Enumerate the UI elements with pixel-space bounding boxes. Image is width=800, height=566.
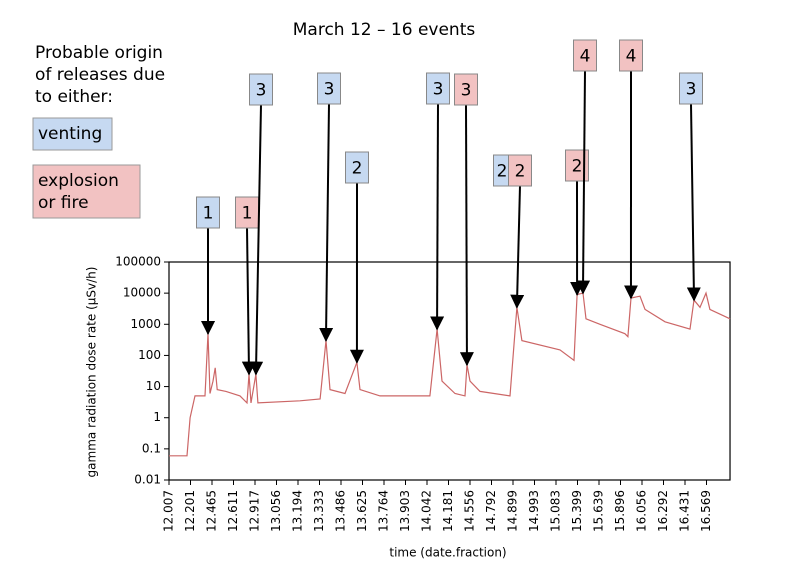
- x-tick-label: 13.194: [291, 490, 305, 532]
- x-tick-label: 16.292: [656, 490, 670, 532]
- x-tick-label: 13.764: [377, 490, 391, 532]
- y-axis-label: gamma radiation dose rate (µSv/h): [85, 267, 99, 478]
- annotation-arrow: [459, 104, 474, 367]
- annotation-label: 2: [515, 162, 526, 182]
- y-tick-label: 1: [153, 410, 161, 424]
- y-tick-label: 10000: [123, 286, 161, 300]
- annotation-arrow: [319, 103, 334, 342]
- annotation-box: [249, 73, 273, 106]
- legend-label: explosion: [38, 171, 119, 191]
- x-tick-label: 15.896: [613, 490, 627, 532]
- chart-title: March 12 – 16 events: [293, 20, 476, 40]
- annotation-label: 3: [461, 81, 472, 101]
- annotation-arrow: [241, 227, 256, 376]
- annotation-label: 2: [497, 162, 508, 182]
- x-tick-label: 14.556: [463, 490, 477, 532]
- annotation-arrow: [249, 104, 264, 376]
- x-tick-label: 15.083: [549, 490, 563, 532]
- x-tick-label: 14.181: [441, 490, 455, 532]
- annotation-label: 1: [242, 204, 253, 224]
- x-tick-label: 12.917: [248, 490, 262, 532]
- annotation-box: [573, 39, 597, 72]
- x-tick-label: 12.007: [162, 490, 176, 532]
- x-tick-label: 13.333: [312, 490, 326, 532]
- legend-label: or fire: [38, 193, 89, 213]
- x-tick-label: 12.465: [205, 490, 219, 532]
- annotation-box: [619, 39, 643, 72]
- x-tick-label: 13.903: [398, 490, 412, 532]
- x-tick-label: 14.993: [527, 490, 541, 532]
- annotation-box: [317, 72, 341, 105]
- y-tick-label: 1000: [130, 317, 161, 331]
- annotation-arrow: [576, 70, 591, 295]
- annotation-box: [454, 73, 478, 106]
- x-tick-label: 12.201: [183, 490, 197, 532]
- x-tick-label: 13.486: [334, 490, 348, 532]
- x-tick-label: 14.899: [506, 490, 520, 532]
- legend-title: of releases due: [35, 65, 165, 85]
- legend-swatch: [32, 117, 113, 151]
- legend-title: Probable origin: [35, 43, 163, 63]
- annotation-box: [426, 72, 450, 105]
- annotation-label: 3: [686, 80, 697, 100]
- legend-label: venting: [38, 124, 102, 144]
- x-tick-label: 15.399: [570, 490, 584, 532]
- plot-frame: [168, 261, 731, 481]
- annotation-box: [196, 196, 220, 229]
- annotation-label: 2: [572, 157, 583, 177]
- annotation-arrow: [686, 103, 701, 302]
- x-tick-label: 12.611: [226, 490, 240, 532]
- annotation-label: 3: [256, 81, 267, 101]
- y-tick-label: 10: [146, 379, 161, 393]
- x-axis-label: time (date.fraction): [389, 546, 506, 560]
- y-tick-label: 0.1: [142, 441, 161, 455]
- annotation-label: 3: [433, 80, 444, 100]
- y-tick-label: 100: [138, 348, 161, 362]
- x-tick-label: 14.042: [420, 490, 434, 532]
- annotation-arrow: [510, 185, 525, 309]
- y-tick-label: 0.01: [134, 473, 161, 487]
- x-tick-label: 16.569: [699, 490, 713, 532]
- annotation-label: 3: [324, 80, 335, 100]
- legend-title: to either:: [35, 87, 113, 107]
- x-tick-label: 13.625: [355, 490, 369, 532]
- annotation-label: 4: [580, 47, 591, 67]
- annotation-box: [679, 72, 703, 105]
- x-tick-label: 16.431: [678, 490, 692, 532]
- x-tick-label: 13.056: [269, 490, 283, 532]
- annotation-box: [565, 149, 589, 182]
- annotation-label: 2: [352, 159, 363, 179]
- annotation-label: 4: [626, 47, 637, 67]
- x-tick-label: 14.792: [484, 490, 498, 532]
- legend-swatch: [32, 164, 141, 219]
- data-line: [169, 291, 731, 457]
- annotation-arrow: [430, 103, 445, 331]
- annotation-label: 1: [203, 204, 214, 224]
- annotation-box: [508, 154, 532, 187]
- y-tick-label: 100000: [115, 255, 161, 269]
- annotation-box: [345, 151, 369, 184]
- x-tick-label: 15.639: [592, 490, 606, 532]
- x-tick-label: 16.056: [635, 490, 649, 532]
